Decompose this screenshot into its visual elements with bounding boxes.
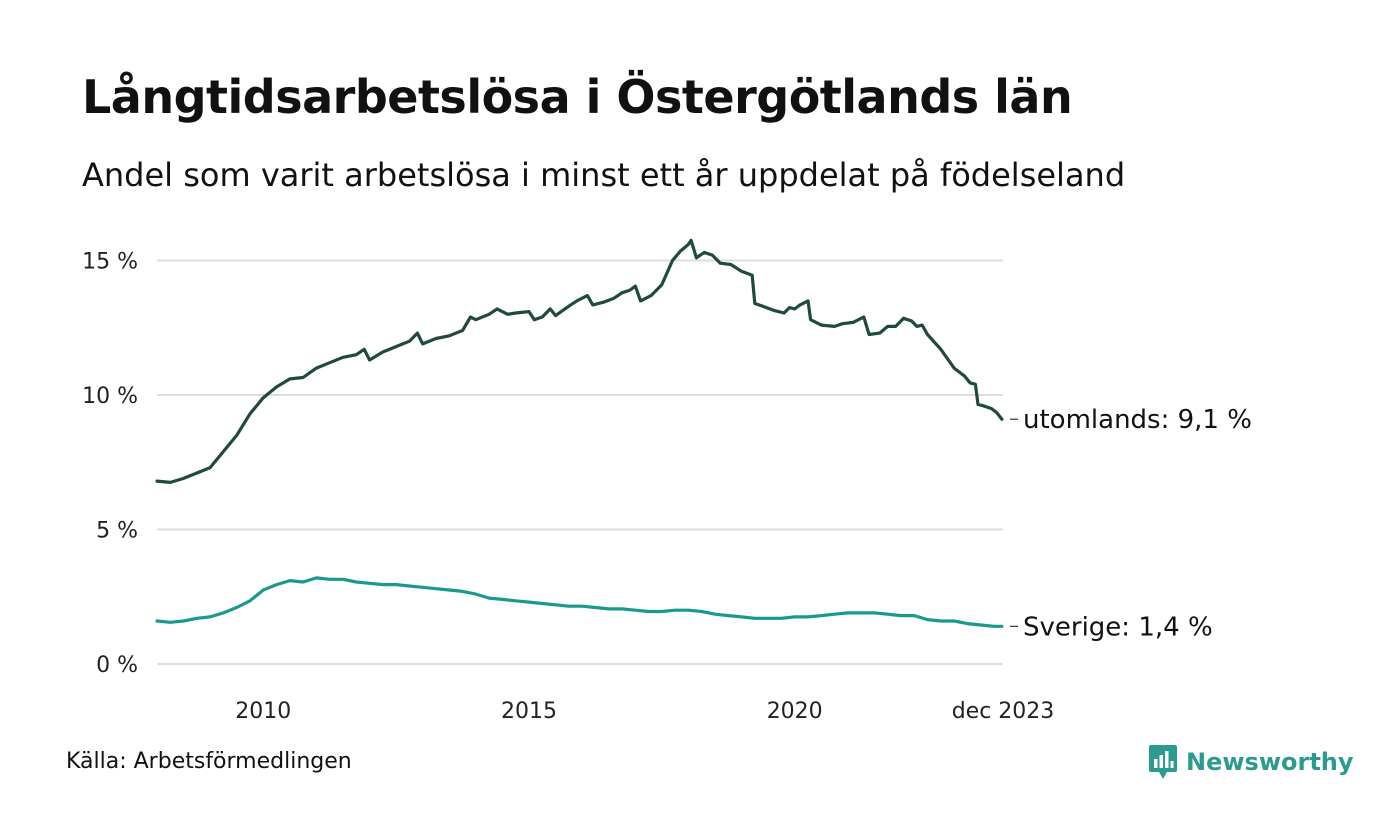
x-tick-label: 2020: [767, 699, 823, 724]
y-tick-label: 5 %: [96, 519, 138, 544]
newsworthy-logo[interactable]: Newsworthy: [1148, 744, 1354, 780]
bar-chart-speech-bubble-icon: [1149, 745, 1177, 779]
chart-title: Långtidsarbetslösa i Östergötlands län: [82, 70, 1073, 124]
end-label-sverige: Sverige: 1,4 %: [1023, 612, 1213, 642]
end-label-utomlands: utomlands: 9,1 %: [1023, 405, 1252, 435]
brand-name: Newsworthy: [1186, 748, 1354, 776]
y-tick-label: 10 %: [82, 384, 138, 409]
x-tick-label: dec 2023: [952, 699, 1055, 724]
series-lines: [155, 238, 1004, 628]
chart-subtitle: Andel som varit arbetslösa i minst ett å…: [82, 156, 1126, 194]
source-note: Källa: Arbetsförmedlingen: [66, 749, 352, 774]
x-tick-label: 2010: [235, 699, 291, 724]
series-end-labels: utomlands: 9,1 % Sverige: 1,4 %: [1010, 405, 1252, 642]
x-tick-label: 2015: [501, 699, 557, 724]
y-axis-ticks: 0 % 5 % 10 % 15 %: [82, 250, 138, 679]
y-tick-label: 15 %: [82, 250, 138, 275]
x-axis-ticks: 2010 2015 2020 dec 2023: [235, 699, 1054, 724]
gridlines: [157, 259, 1003, 665]
series-line-utomlands: [155, 238, 1004, 484]
series-line-sverige: [155, 576, 1004, 628]
y-tick-label: 0 %: [96, 653, 138, 678]
